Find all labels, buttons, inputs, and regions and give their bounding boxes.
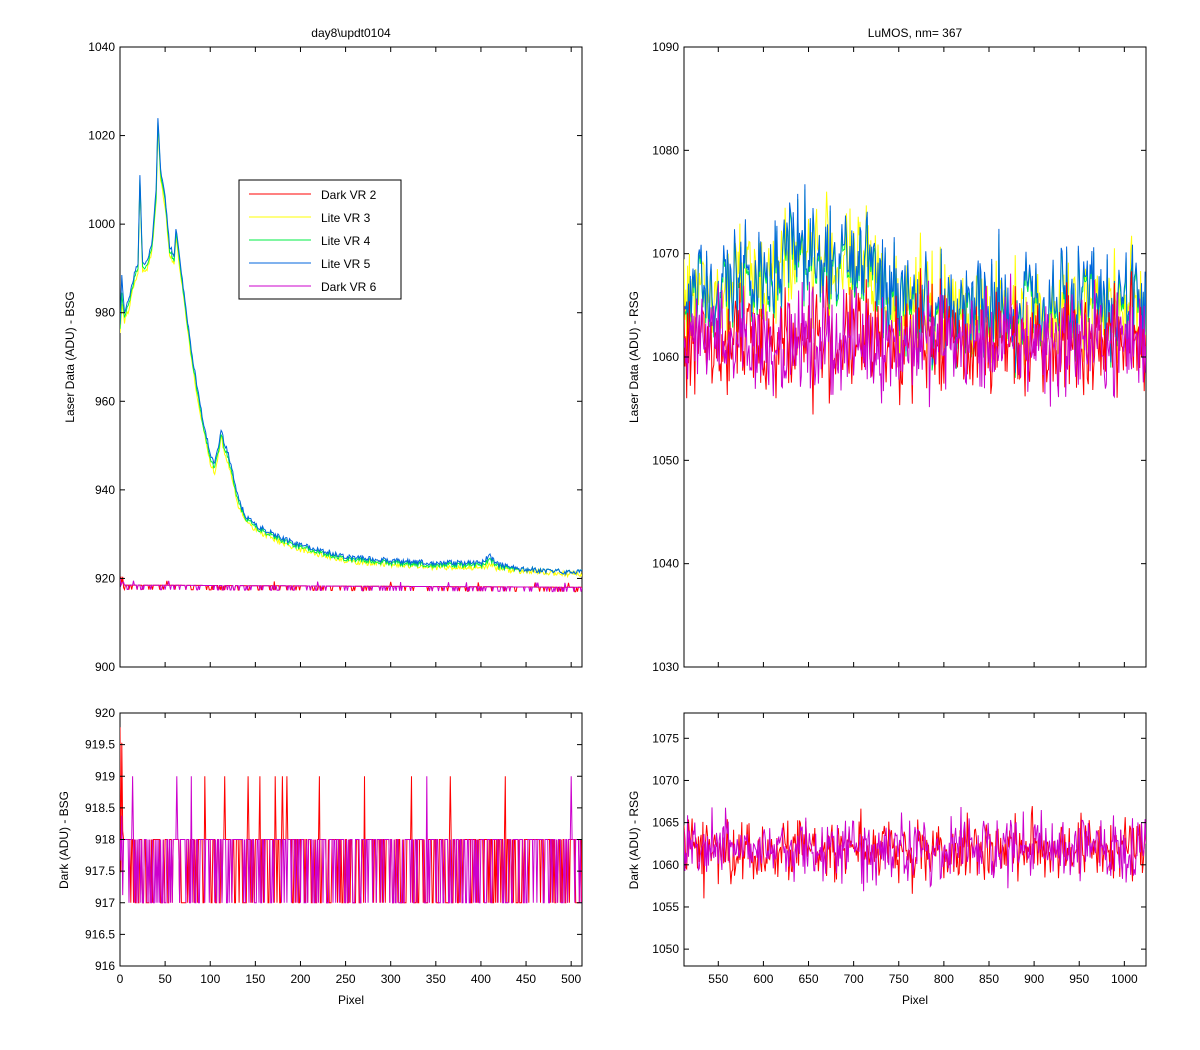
x-tick-label: 1000 <box>1111 972 1138 986</box>
y-tick-label: 1050 <box>652 942 679 956</box>
y-tick-label: 919.5 <box>85 738 115 752</box>
y-tick-label: 1075 <box>652 731 679 745</box>
y-tick-label: 1020 <box>88 129 115 143</box>
legend-label: Dark VR 2 <box>321 188 377 202</box>
series-group-bottom-left <box>120 727 582 904</box>
y-tick-label: 980 <box>95 306 115 320</box>
y-tick-label: 920 <box>95 706 115 720</box>
legend-label: Lite VR 5 <box>321 257 371 271</box>
x-tick-label: 500 <box>561 972 581 986</box>
panel-top-right: 1030 1040 1050 1060 1070 1080 1090 LuMOS, nm= … <box>627 26 1147 674</box>
x-tick-label: 600 <box>753 972 773 986</box>
panel-bottom-left: 916 916.5 917 917.5 918 918.5 919 919.5 920 0 50 10… <box>57 706 583 1007</box>
y-tick-label: 1070 <box>652 247 679 261</box>
legend-entry: Dark VR 2 <box>249 188 377 202</box>
y-tick-label: 1050 <box>652 453 679 467</box>
y-tick-label: 1030 <box>652 660 679 674</box>
x-tick-label: 650 <box>799 972 819 986</box>
x-tick-label: 900 <box>1024 972 1044 986</box>
y-tick-label: 940 <box>95 483 115 497</box>
ticks-top-right: 1030 1040 1050 1060 1070 1080 1090 <box>652 40 1146 674</box>
y-tick-label: 900 <box>95 660 115 674</box>
panel-top-left: 900 920 940 960 980 1000 1020 1040 day8\updt010… <box>63 26 583 674</box>
x-axis-label-bottom-left: Pixel <box>338 993 364 1007</box>
x-tick-label: 200 <box>290 972 310 986</box>
y-tick-label: 1040 <box>652 557 679 571</box>
x-tick-label: 0 <box>117 972 124 986</box>
x-tick-label: 100 <box>200 972 220 986</box>
legend-entry: Lite VR 4 <box>249 234 371 248</box>
y-tick-label: 916 <box>95 959 115 973</box>
legend: Dark VR 2 Lite VR 3 Lite VR 4 Lite VR 5 … <box>238 179 402 300</box>
legend-entry: Dark VR 6 <box>249 280 377 294</box>
legend-entry: Lite VR 5 <box>249 257 371 271</box>
y-tick-label: 918 <box>95 833 115 847</box>
y-axis-label-bottom-right: Dark (ADU) - RSG <box>627 791 641 890</box>
plot-area-top-left <box>119 46 583 668</box>
x-tick-label: 50 <box>158 972 172 986</box>
y-axis-label-top-right: Laser Data (ADU) - RSG <box>627 291 641 423</box>
y-tick-label: 1065 <box>652 816 679 830</box>
legend-label: Dark VR 6 <box>321 280 377 294</box>
x-tick-label: 300 <box>381 972 401 986</box>
y-tick-label: 1070 <box>652 773 679 787</box>
y-tick-label: 916.5 <box>85 927 115 941</box>
y-tick-label: 917.5 <box>85 864 115 878</box>
y-tick-label: 1060 <box>652 858 679 872</box>
y-tick-label: 1040 <box>88 40 115 54</box>
x-tick-label: 550 <box>708 972 728 986</box>
chart-title-top-left: day8\updt0104 <box>311 26 391 40</box>
y-tick-label: 919 <box>95 769 115 783</box>
x-tick-label: 750 <box>889 972 909 986</box>
series-group-top-left <box>120 118 582 593</box>
y-tick-label: 917 <box>95 896 115 910</box>
x-tick-label: 950 <box>1069 972 1089 986</box>
series-line-dark-vr-6 <box>684 806 1146 892</box>
y-tick-label: 918.5 <box>85 801 115 815</box>
y-tick-label: 1000 <box>88 217 115 231</box>
y-tick-label: 960 <box>95 394 115 408</box>
series-line-dark-vr-6 <box>684 273 1146 408</box>
x-axis-label-bottom-right: Pixel <box>902 993 928 1007</box>
ticks-bottom-left: 916 916.5 917 917.5 918 918.5 919 919.5 920 0 50 10… <box>85 706 582 986</box>
x-tick-label: 450 <box>516 972 536 986</box>
legend-label: Lite VR 4 <box>321 234 371 248</box>
ticks-top-left: 900 920 940 960 980 1000 1020 1040 <box>88 40 582 674</box>
y-tick-label: 1080 <box>652 143 679 157</box>
legend-entry: Lite VR 3 <box>249 211 371 225</box>
y-tick-label: 1060 <box>652 350 679 364</box>
x-tick-label: 400 <box>471 972 491 986</box>
x-tick-label: 700 <box>844 972 864 986</box>
panel-bottom-right: 1050 1055 1060 1065 1070 1075 550 600 650 700 750 8… <box>627 712 1147 1007</box>
y-tick-label: 920 <box>95 571 115 585</box>
y-tick-label: 1090 <box>652 40 679 54</box>
y-tick-label: 1055 <box>652 900 679 914</box>
x-tick-label: 800 <box>934 972 954 986</box>
series-line-dark-vr-6 <box>120 577 582 593</box>
plot-area-bottom-right <box>683 712 1147 967</box>
series-group-top-right <box>684 184 1146 415</box>
x-tick-label: 350 <box>426 972 446 986</box>
series-line-lite-vr-5 <box>120 118 582 576</box>
chart-title-top-right: LuMOS, nm= 367 <box>868 26 963 40</box>
series-group-bottom-right <box>684 806 1146 899</box>
legend-label: Lite VR 3 <box>321 211 371 225</box>
x-tick-label: 150 <box>245 972 265 986</box>
x-tick-label: 250 <box>336 972 356 986</box>
ticks-bottom-right: 1050 1055 1060 1065 1070 1075 550 600 650 700 750 8… <box>652 713 1146 986</box>
y-axis-label-bottom-left: Dark (ADU) - BSG <box>57 791 71 889</box>
series-line-dark-vr-2 <box>684 806 1146 899</box>
series-line-dark-vr-6 <box>120 776 582 904</box>
x-tick-label: 850 <box>979 972 999 986</box>
y-axis-label-top-left: Laser Data (ADU) - BSG <box>63 291 77 422</box>
